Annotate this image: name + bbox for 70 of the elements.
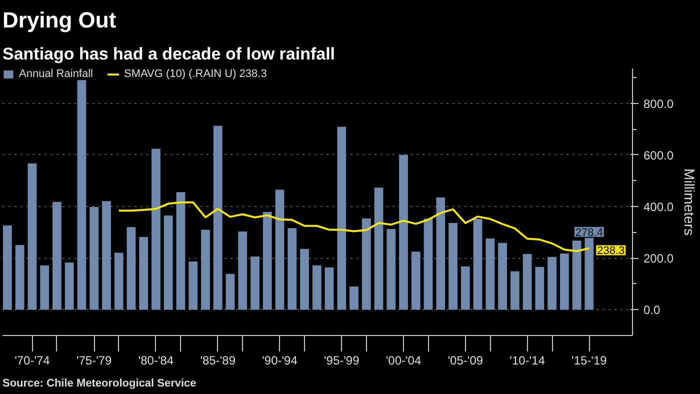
bar [386,228,396,310]
bar [498,242,507,310]
x-tick-label: '15-'19 [572,354,608,368]
bar [2,225,12,310]
bar [522,254,532,310]
bar [64,262,74,310]
bar [535,266,544,310]
bar [15,244,24,310]
bar [510,271,520,310]
x-tick-label: '70-'74 [14,354,50,368]
bar [374,188,384,310]
bar [473,218,482,310]
bar [324,267,334,310]
y-tick-label: 200.0 [644,252,674,266]
chart-title: Drying Out [2,8,117,32]
y-tick-label: 800.0 [644,96,674,111]
bar [572,240,582,310]
data-label: 278.4 [575,226,603,239]
x-tick-label: '90-'94 [262,354,298,368]
bar [486,238,495,310]
bar [139,236,148,310]
bar [188,261,198,310]
bar [436,197,446,310]
bar [126,227,136,310]
bar [250,256,260,310]
bar [164,216,173,310]
bar [238,232,248,310]
bar [288,228,297,310]
bar [300,248,309,310]
bar [460,266,470,310]
bar [560,253,569,310]
bar [312,265,322,310]
y-axis-title: Millimeters [682,168,698,236]
bar [226,274,235,310]
x-tick-label: '75-'79 [76,354,112,368]
y-tick-label: 400.0 [644,200,674,214]
bar [40,265,50,310]
bar [350,286,358,310]
x-tick-label: '00-'04 [386,354,422,368]
bar [201,230,210,310]
bar [90,207,99,310]
bar [424,218,433,310]
bar [275,190,284,310]
bar [548,256,557,310]
bar [399,154,408,310]
bar [213,126,222,310]
x-tick-label: '05-'09 [448,354,484,368]
bar [176,192,186,310]
bar [337,126,346,310]
bar [262,212,272,310]
data-label: 238.3 [597,245,625,258]
x-tick-label: '80-'84 [138,354,174,368]
legend-label: Annual Rainfall [19,68,93,80]
bar [152,148,160,310]
x-tick-label: '10-'14 [510,354,546,368]
chart-subtitle: Santiago has had a decade of low rainfall [2,44,336,64]
legend-label: SMAVG (10) (.RAIN U) 238.3 [124,68,267,80]
bar [362,218,371,310]
bar [102,201,111,310]
source-note: Source: Chile Meteorological Service [2,378,196,390]
bar [52,202,62,310]
bar [114,252,124,310]
y-tick-label: 0.0 [644,303,661,318]
x-tick-label: '85-'89 [200,354,236,368]
bar [448,223,458,310]
bar [77,80,86,310]
bar [411,252,420,310]
x-tick-label: '95-'99 [324,354,360,368]
y-tick-label: 600.0 [644,148,674,162]
bar [28,163,37,310]
